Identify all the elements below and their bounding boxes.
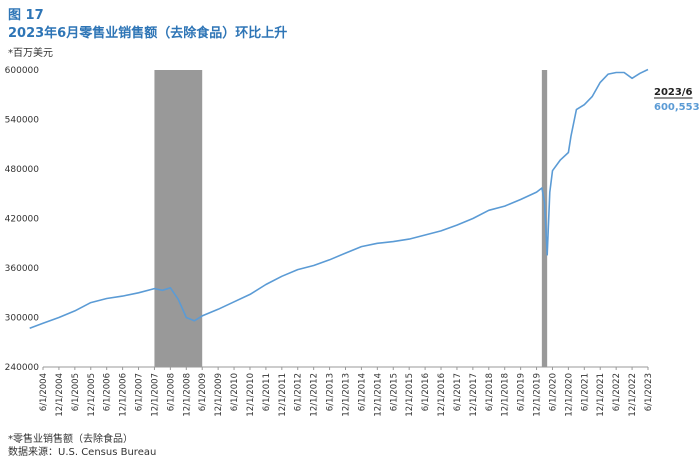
footnote: *零售业销售额（去除食品） [8,434,133,445]
x-tick-label: 12/1/2014 [373,373,383,417]
recession-band [154,70,203,367]
x-tick-label: 12/1/2013 [342,373,352,417]
x-tick-label: 6/1/2006 [103,373,113,411]
x-tick-label: 12/1/2022 [628,373,638,417]
x-tick-label: 6/1/2011 [262,373,272,411]
x-tick-label: 12/1/2016 [437,373,447,417]
x-tick-label: 6/1/2008 [166,373,176,411]
x-tick-label: 12/1/2012 [310,373,320,417]
x-tick-label: 12/1/2018 [501,373,511,417]
chart-title: 2023年6月零售业销售额（去除食品）环比上升 [8,26,288,41]
recession-bands [154,70,548,367]
y-tick-label: 600000 [5,66,40,76]
x-tick-label: 12/1/2017 [469,373,479,417]
y-tick-label: 420000 [5,215,40,225]
y-tick-label: 540000 [5,116,40,126]
y-tick-label: 360000 [5,264,40,274]
series-line [29,68,649,329]
x-tick-label: 6/1/2021 [580,373,590,411]
x-tick-label: 12/1/2019 [533,373,543,417]
x-tick-label: 6/1/2020 [548,373,558,411]
annotation-date: 2023/6 [654,87,692,98]
x-tick-label: 6/1/2007 [135,373,145,411]
x-tick-label: 6/1/2019 [517,373,527,411]
x-tick-label: 6/1/2015 [389,373,399,411]
x-tick-label: 6/1/2013 [326,373,336,411]
x-tick-label: 12/1/2015 [405,373,415,417]
x-tick-label: 6/1/2005 [71,373,81,411]
unit-label: *百万美元 [8,48,53,59]
y-axis: 240000 300000 360000 420000 480000 540000 6000… [5,66,40,373]
source-note: 数据来源：U.S. Census Bureau [8,447,157,458]
x-tick-label: 6/1/2010 [230,373,240,411]
last-value-annotation: 2023/6 600,553 [654,87,700,113]
x-tick-label: 12/1/2009 [214,373,224,417]
x-tick-label: 6/1/2017 [453,373,463,411]
y-tick-label: 480000 [5,165,40,175]
x-tick-label: 6/1/2016 [421,373,431,411]
x-tick-label: 12/1/2021 [596,373,606,417]
annotation-value: 600,553 [654,102,700,113]
figure-number: 图 17 [8,8,44,23]
x-tick-label: 6/1/2004 [39,373,49,411]
x-tick-label: 12/1/2004 [55,373,65,417]
x-tick-label: 12/1/2008 [182,373,192,417]
x-tick-label: 6/1/2022 [612,373,622,411]
y-tick-label: 300000 [5,314,40,324]
recession-band [541,70,548,367]
x-tick-label: 12/1/2010 [246,373,256,417]
y-tick-label: 240000 [5,363,40,373]
x-tick-label: 6/1/2023 [644,373,654,411]
x-tick-label: 12/1/2006 [119,373,129,417]
x-tick-label: 6/1/2018 [485,373,495,411]
x-tick-label: 12/1/2005 [87,373,97,417]
x-tick-label: 12/1/2020 [564,373,574,417]
x-tick-label: 12/1/2011 [278,373,288,417]
x-tick-label: 6/1/2009 [198,373,208,411]
x-tick-label: 6/1/2012 [294,373,304,411]
x-tick-label: 6/1/2014 [357,373,367,411]
x-tick-label: 12/1/2007 [150,373,160,417]
x-axis: 6/1/2004 12/1/2004 6/1/2005 12/1/2005 6/1/20… [39,366,654,417]
